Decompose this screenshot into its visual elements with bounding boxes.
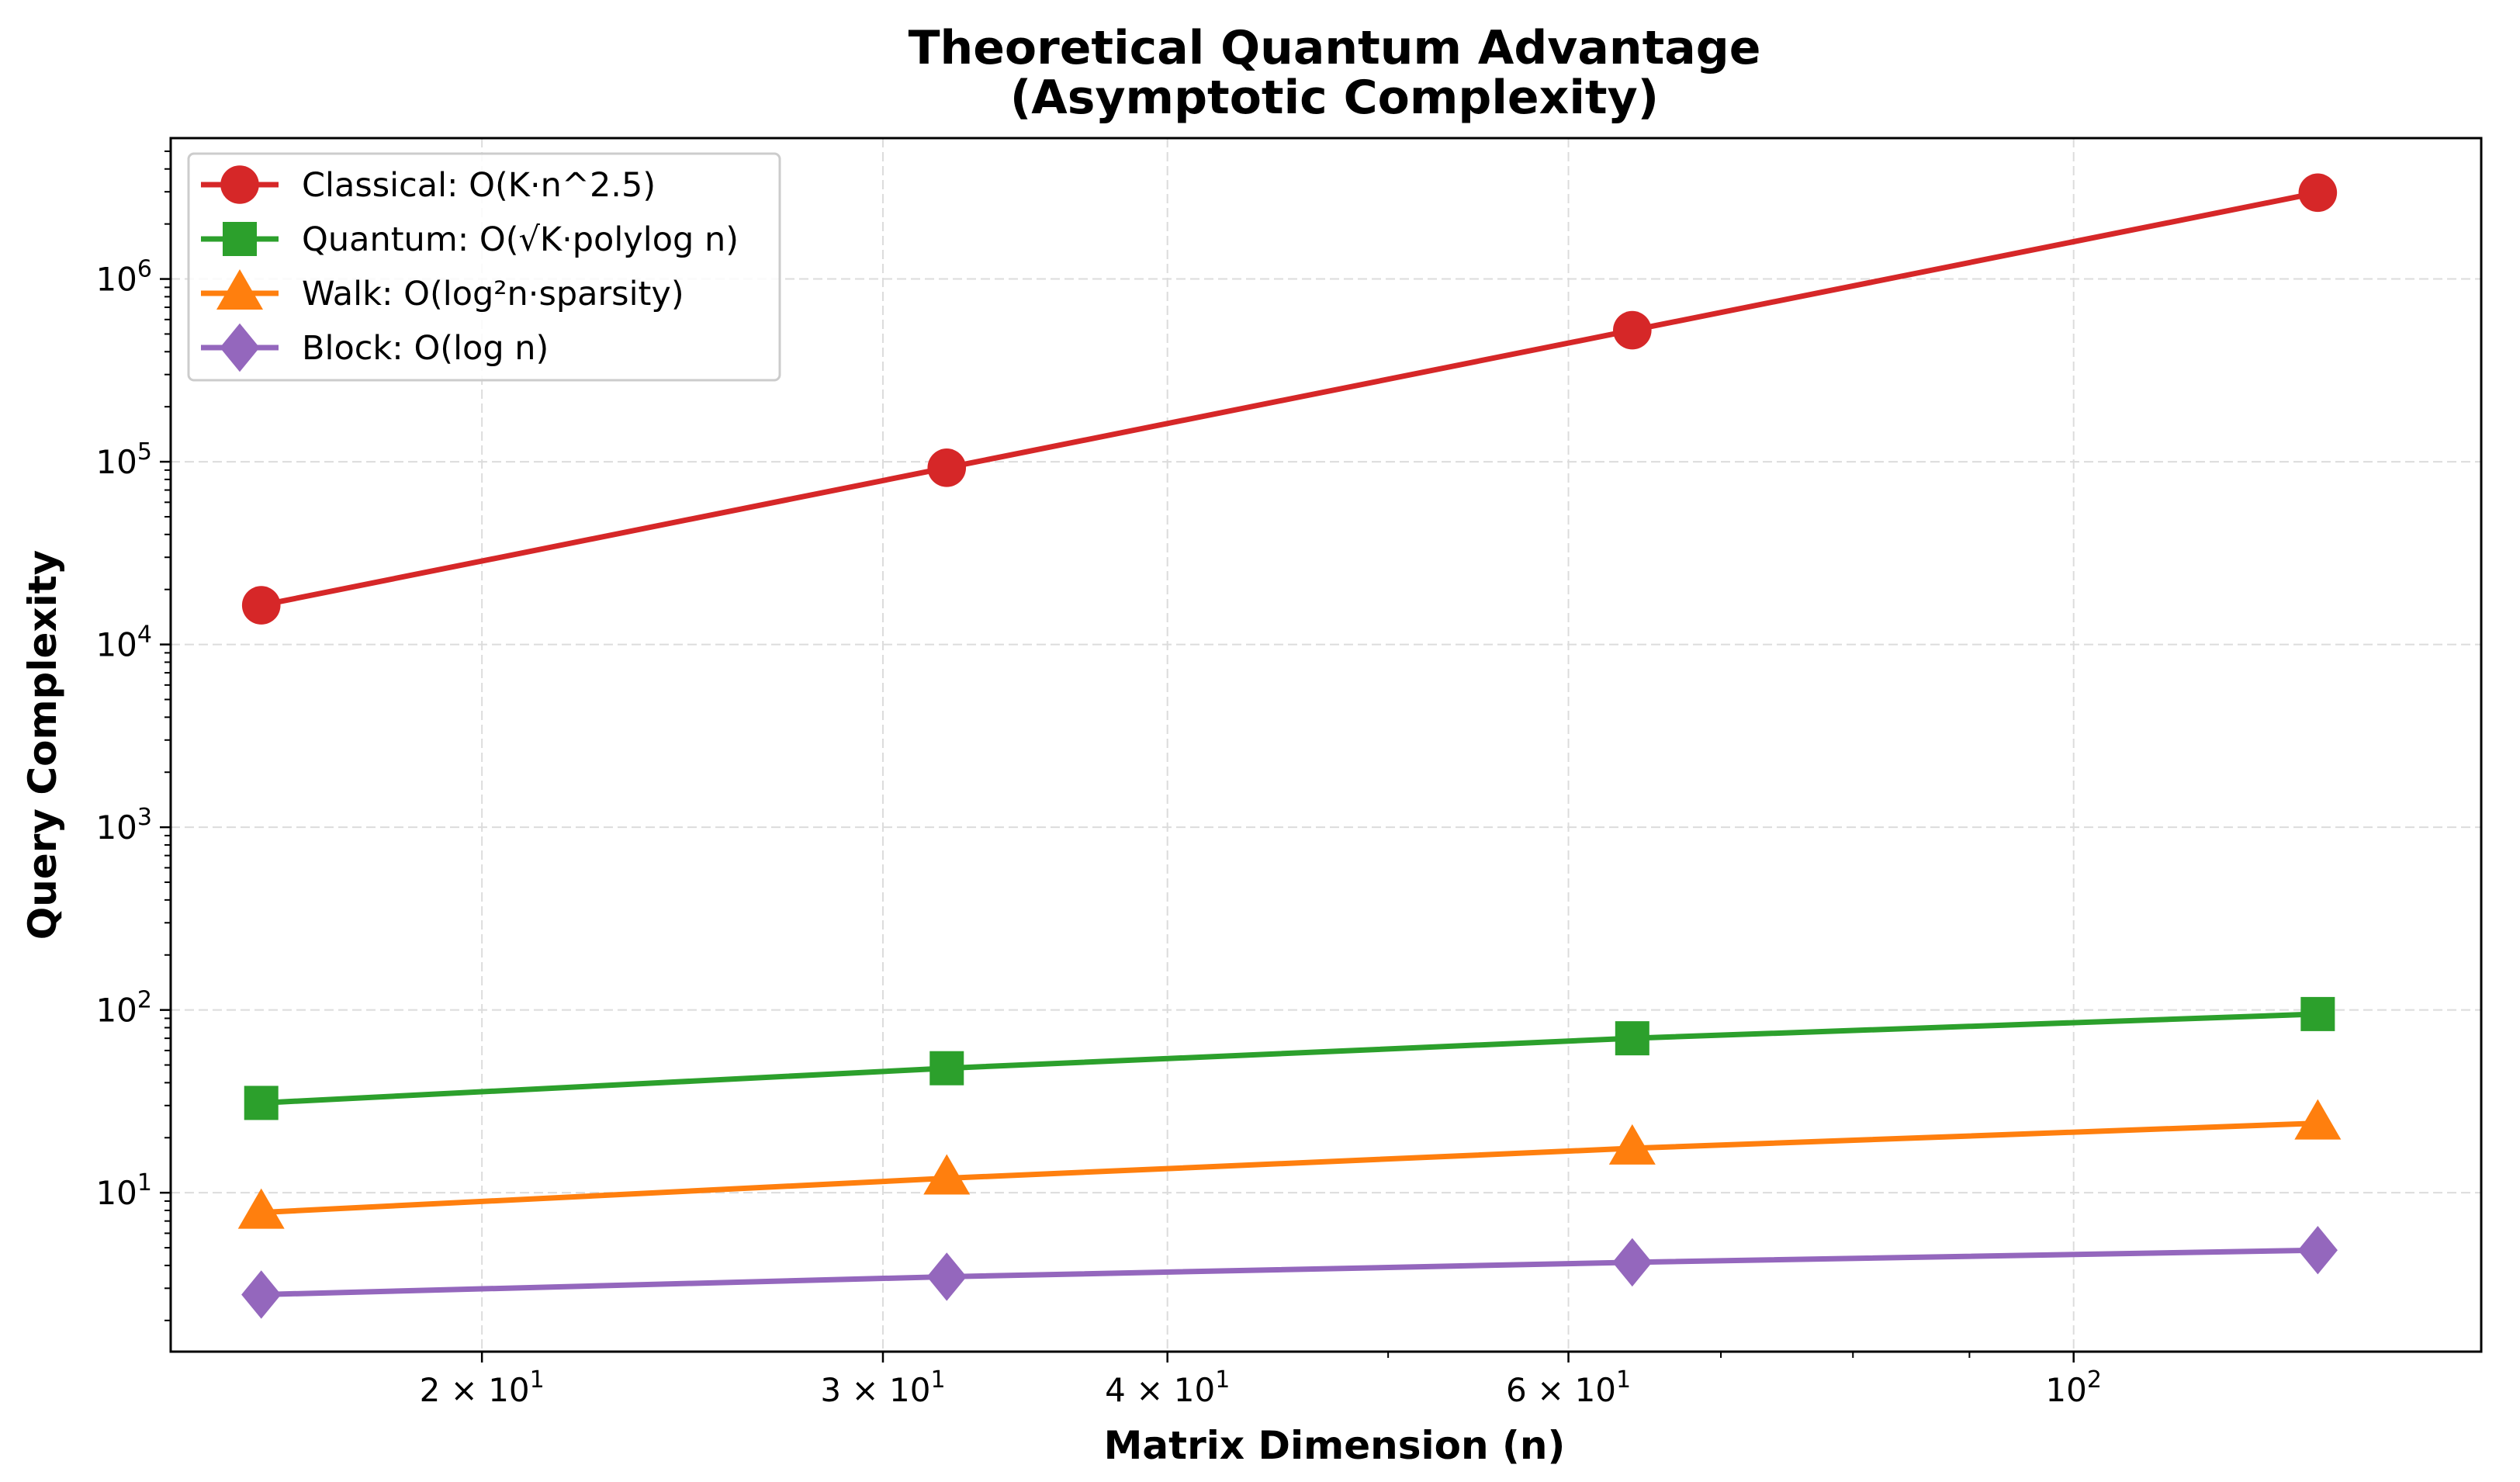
legend-label: Walk: O(log²n·sparsity) bbox=[302, 275, 684, 313]
y-tick-label: 104 bbox=[95, 622, 152, 664]
legend-label: Quantum: O(√K·polylog n) bbox=[302, 220, 739, 259]
data-point bbox=[2300, 996, 2335, 1031]
legend: Classical: O(K·n^2.5) Quantum: O(√K·polyl… bbox=[187, 152, 781, 382]
series-line bbox=[258, 1011, 2321, 1106]
series-line bbox=[258, 1247, 2321, 1297]
series-line bbox=[258, 1120, 2321, 1216]
data-point bbox=[1615, 1021, 1649, 1056]
data-point bbox=[2298, 173, 2338, 213]
legend-marker bbox=[220, 323, 260, 372]
series-group bbox=[237, 173, 2342, 1319]
x-tick-label: 6 × 101 bbox=[1506, 1366, 1631, 1409]
series-line bbox=[258, 189, 2321, 608]
y-axis-label: Query Complexity bbox=[20, 550, 65, 940]
series-circle bbox=[241, 173, 2338, 625]
data-point bbox=[2297, 1225, 2338, 1275]
plot-area-frame bbox=[169, 137, 2483, 1353]
y-tick-label: 105 bbox=[95, 438, 152, 481]
legend-label: Classical: O(K·n^2.5) bbox=[302, 166, 656, 205]
data-point bbox=[244, 1086, 279, 1120]
data-point bbox=[929, 1051, 964, 1086]
data-point bbox=[2294, 1099, 2342, 1140]
legend-box bbox=[187, 152, 781, 382]
series-diamond bbox=[241, 1225, 2338, 1319]
data-point bbox=[1608, 1124, 1656, 1165]
y-tick-label: 102 bbox=[95, 987, 152, 1030]
data-point bbox=[927, 448, 967, 487]
y-tick-label: 101 bbox=[95, 1169, 152, 1212]
x-tick-label: 4 × 101 bbox=[1105, 1366, 1230, 1409]
data-point bbox=[926, 1252, 967, 1301]
data-point bbox=[923, 1154, 971, 1195]
x-tick-label: 102 bbox=[2045, 1366, 2102, 1409]
x-tick-label: 3 × 101 bbox=[820, 1366, 945, 1409]
data-point bbox=[237, 1188, 285, 1229]
series-triangle bbox=[237, 1099, 2342, 1229]
series-square bbox=[244, 996, 2335, 1120]
legend-marker bbox=[223, 222, 257, 256]
legend-marker bbox=[220, 165, 259, 204]
chart-title: Theoretical Quantum Advantage bbox=[909, 21, 1761, 75]
data-point bbox=[1612, 1238, 1653, 1287]
chart-subtitle: (Asymptotic Complexity) bbox=[1010, 71, 1659, 125]
data-point bbox=[1613, 310, 1652, 350]
data-point bbox=[241, 1270, 282, 1319]
y-tick-label: 106 bbox=[95, 256, 152, 299]
y-tick-label: 103 bbox=[95, 804, 152, 847]
x-tick-label: 2 × 101 bbox=[420, 1366, 545, 1409]
x-axis-label: Matrix Dimension (n) bbox=[1104, 1423, 1566, 1468]
legend-marker bbox=[216, 269, 263, 310]
axis-ticks: 101 102 103 104 105 106 2 × 101 3 × 101 4 × 101 6… bbox=[95, 150, 2102, 1409]
data-point bbox=[241, 586, 281, 625]
legend-label: Block: O(log n) bbox=[302, 329, 549, 368]
